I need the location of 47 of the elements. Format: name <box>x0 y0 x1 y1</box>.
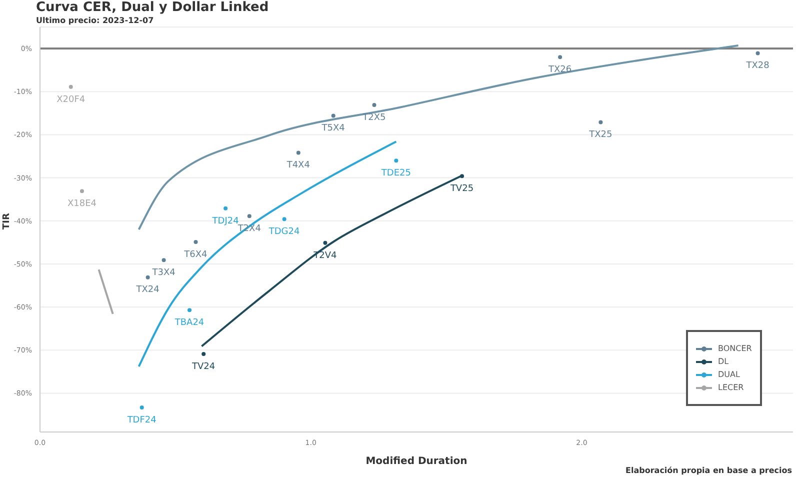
data-label: TV24 <box>191 362 216 372</box>
point <box>247 214 252 218</box>
legend-label: DUAL <box>718 370 740 379</box>
chart-subtitle: Ultimo precio: 2023-12-07 <box>36 16 154 25</box>
data-label: T6X4 <box>183 250 208 260</box>
data-label: TV25 <box>449 184 474 194</box>
data-label: TX24 <box>135 285 160 296</box>
data-label: TX26 <box>547 65 572 76</box>
data-label: T4X4 <box>286 160 310 171</box>
point <box>194 240 198 244</box>
point <box>224 206 228 210</box>
legend-label: BONCER <box>718 344 752 353</box>
point <box>598 120 603 124</box>
point <box>146 275 150 280</box>
point <box>202 352 206 356</box>
data-label: TX28 <box>745 61 770 72</box>
data-label: TDF24 <box>126 415 157 426</box>
point <box>331 114 336 118</box>
data-label: TDE25 <box>380 168 411 178</box>
point <box>296 150 300 155</box>
data-label: TDJ24 <box>211 216 240 226</box>
legend-label: DL <box>718 357 729 366</box>
point <box>323 240 328 245</box>
x-axis-title: Modified Duration <box>366 456 468 467</box>
data-label: X18E4 <box>67 199 97 210</box>
point <box>282 217 286 222</box>
legend-label: LECER <box>718 383 744 392</box>
point <box>188 308 192 312</box>
data-label: TX25 <box>588 130 612 140</box>
data-label: T5X4 <box>320 124 346 134</box>
point <box>756 51 760 56</box>
point <box>162 258 166 262</box>
data-label: X20F4 <box>56 94 86 105</box>
point <box>558 55 562 60</box>
data-label: T2X5 <box>362 112 386 123</box>
point <box>460 174 464 178</box>
point <box>394 158 398 163</box>
data-label: T3X4 <box>151 268 176 278</box>
point <box>140 405 144 410</box>
text: Elaboración propia en base a precios <box>626 466 792 475</box>
data-label: TDG24 <box>268 227 300 238</box>
chart-title: Curva CER, Dual y Dollar Linked <box>36 0 269 15</box>
data-label: TBA24 <box>174 318 204 328</box>
y-axis-title: TIR <box>2 213 12 230</box>
point <box>372 102 376 107</box>
point <box>68 84 73 89</box>
point <box>80 189 84 194</box>
